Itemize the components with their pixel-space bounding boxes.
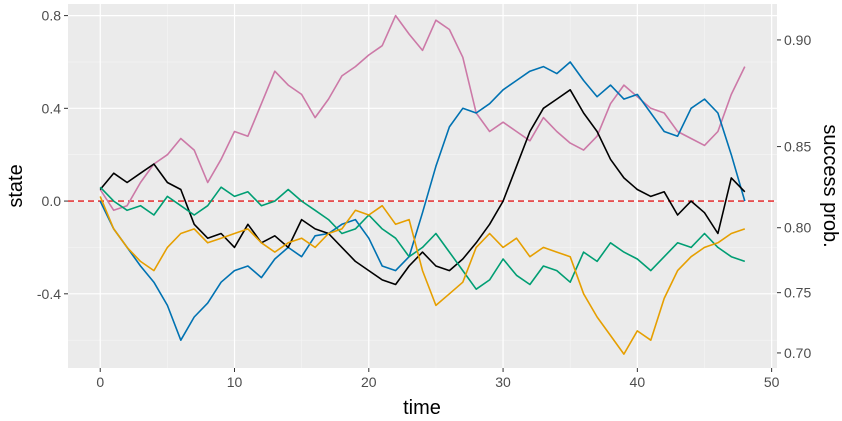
- grid: [68, 4, 777, 368]
- y2-tick-label: 0.80: [784, 220, 811, 236]
- series-line-4: [99, 186, 746, 291]
- series-line-3: [99, 89, 746, 286]
- y-tick-label: 0.8: [42, 8, 62, 24]
- x-axis-title: time: [403, 397, 441, 419]
- x-tick-label: 50: [764, 374, 780, 390]
- y-axis-title: state: [5, 164, 27, 207]
- x-tick-label: 40: [630, 374, 646, 390]
- x-tick-label: 30: [495, 374, 511, 390]
- y2-tick-label: 0.75: [784, 285, 811, 301]
- panel-background: [68, 4, 777, 368]
- series-line-5: [99, 196, 746, 355]
- y2-tick-label: 0.70: [784, 345, 811, 361]
- series-line-1: [99, 14, 746, 212]
- y2-tick-label: 0.90: [784, 32, 811, 48]
- y2-axis-title: success prob.: [819, 124, 841, 247]
- y-tick-label: 0.0: [42, 193, 62, 209]
- y-tick-label: -0.4: [37, 286, 61, 302]
- series-line-2: [99, 61, 746, 342]
- x-tick-label: 10: [227, 374, 243, 390]
- x-tick-label: 0: [96, 374, 104, 390]
- series-layer: [99, 14, 746, 355]
- x-tick-label: 20: [361, 374, 377, 390]
- y-tick-label: 0.4: [42, 100, 62, 116]
- axes: 0 10 20 30 40 50 -0.4 0.0 0.4 0.8 0.70 0.75 0.80 0.85…: [37, 8, 812, 390]
- y2-tick-label: 0.85: [784, 139, 811, 155]
